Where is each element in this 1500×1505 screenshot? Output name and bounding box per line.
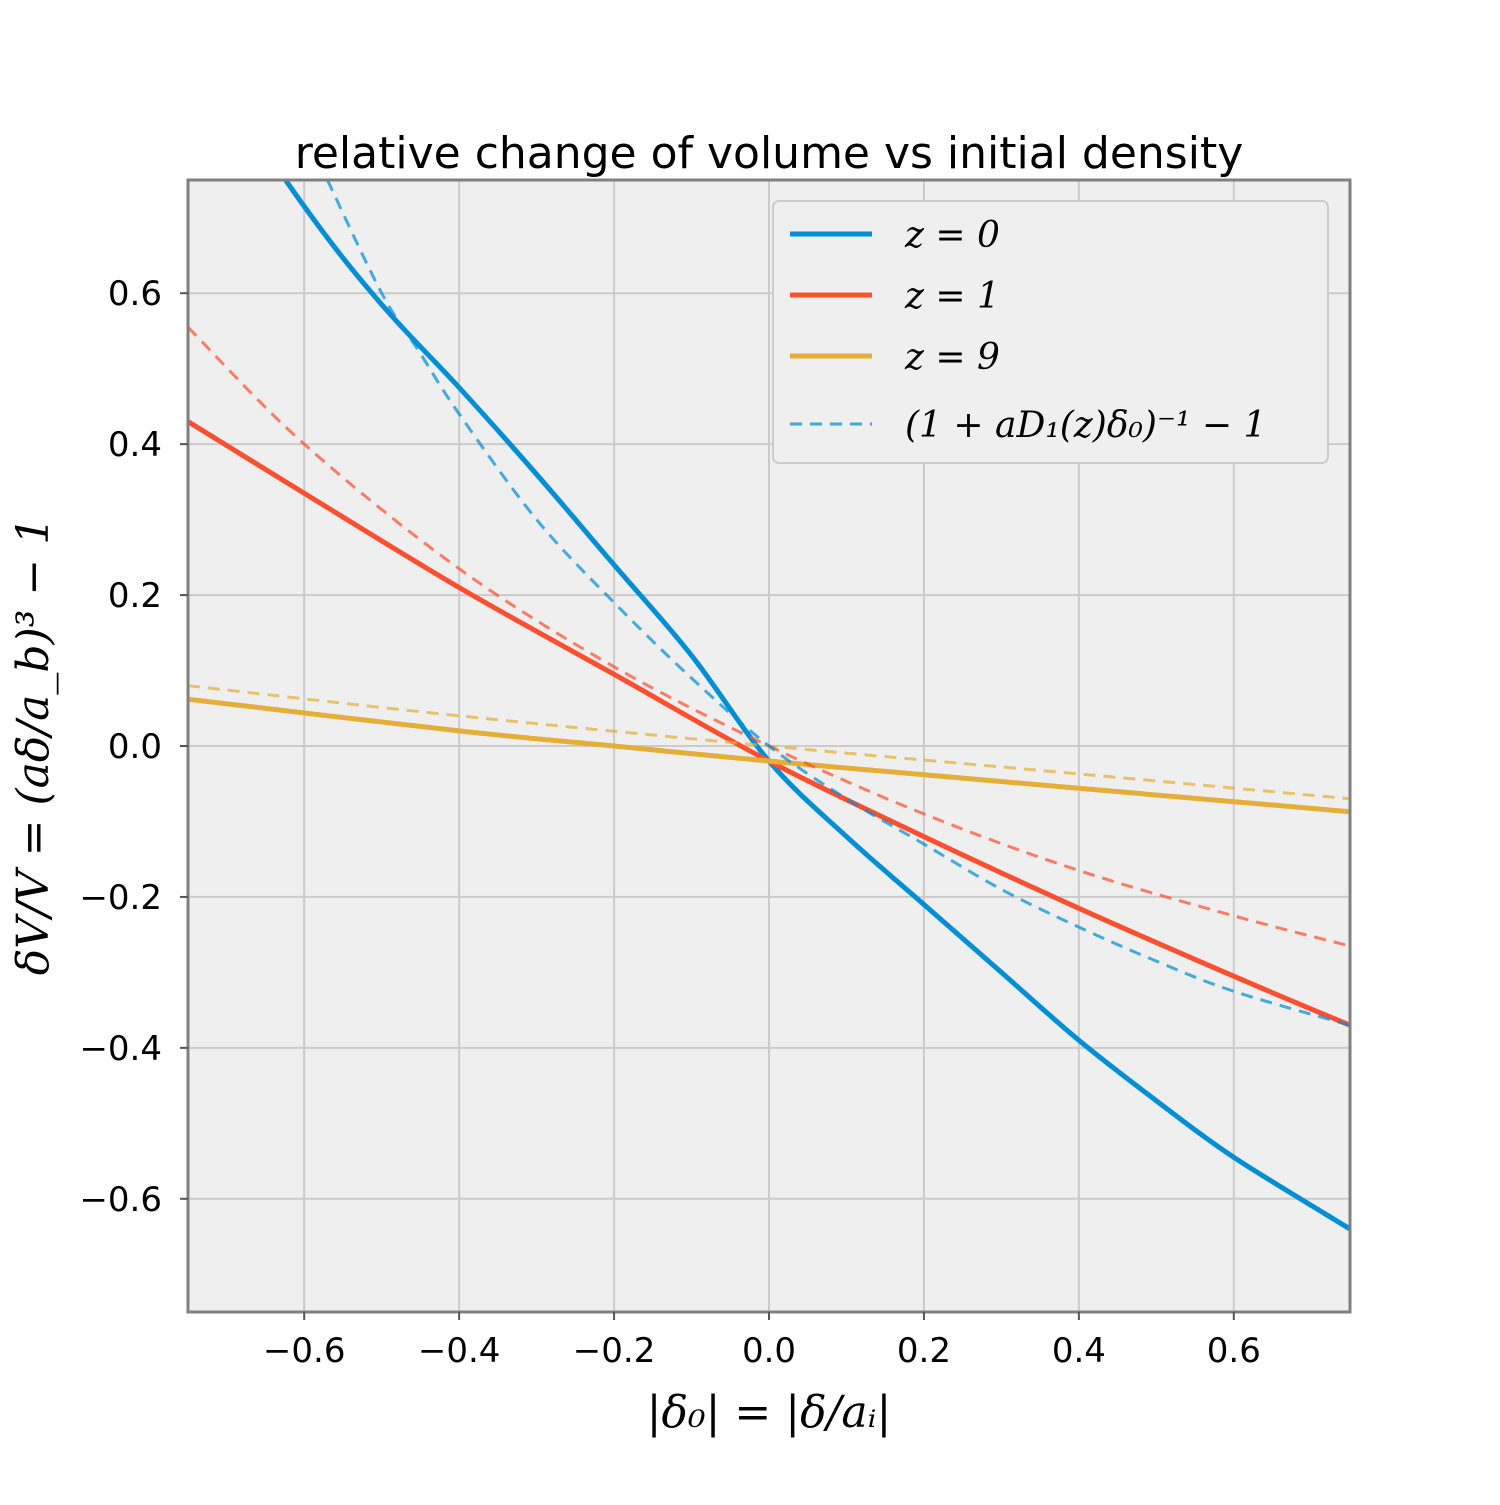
legend-label: z = 0 xyxy=(904,215,1000,256)
x-tick-label: 0.6 xyxy=(1207,1331,1261,1371)
legend-box xyxy=(772,200,1329,464)
x-tick-label: −0.6 xyxy=(263,1331,346,1371)
x-tick-label: 0.4 xyxy=(1052,1331,1106,1371)
x-axis-label: |δ₀| = |δ/aᵢ| xyxy=(647,1387,892,1438)
legend-label: (1 + aD₁(z)δ₀)⁻¹ − 1 xyxy=(905,405,1266,446)
y-tick-label: 0.6 xyxy=(108,274,162,314)
series-line xyxy=(282,180,1350,1232)
y-tick-label: −0.4 xyxy=(79,1029,162,1069)
chart-title: relative change of volume vs initial den… xyxy=(295,128,1244,179)
y-axis-ticks: −0.6 −0.4 −0.2 0.0 0.2 0.4 0.6 xyxy=(79,274,188,1220)
y-tick-label: 0.2 xyxy=(108,576,162,616)
series-layer xyxy=(188,180,1350,1232)
series-line xyxy=(188,696,1350,815)
y-tick-label: 0.4 xyxy=(108,425,162,465)
x-tick-label: 0.0 xyxy=(742,1331,796,1371)
dashed-series-line xyxy=(188,326,1350,948)
legend: z = 0 z = 1 z = 9 (1 + aD₁(z)δ₀)⁻¹ − 1 xyxy=(772,200,1329,464)
x-axis-ticks: −0.6 −0.4 −0.2 0.0 0.2 0.4 0.6 xyxy=(263,1312,1261,1371)
dashed-series-line xyxy=(326,180,1350,1027)
y-axis-label: δV/V = (aδ/a_b)³ − 1 xyxy=(8,517,59,975)
y-tick-label: −0.2 xyxy=(79,878,162,918)
y-tick-label: −0.6 xyxy=(79,1180,162,1220)
x-tick-label: 0.2 xyxy=(897,1331,951,1371)
legend-label: z = 9 xyxy=(904,337,1000,378)
y-tick-label: 0.0 xyxy=(108,727,162,767)
x-tick-label: −0.2 xyxy=(573,1331,656,1371)
legend-label: z = 1 xyxy=(904,276,1000,317)
x-tick-label: −0.4 xyxy=(418,1331,501,1371)
